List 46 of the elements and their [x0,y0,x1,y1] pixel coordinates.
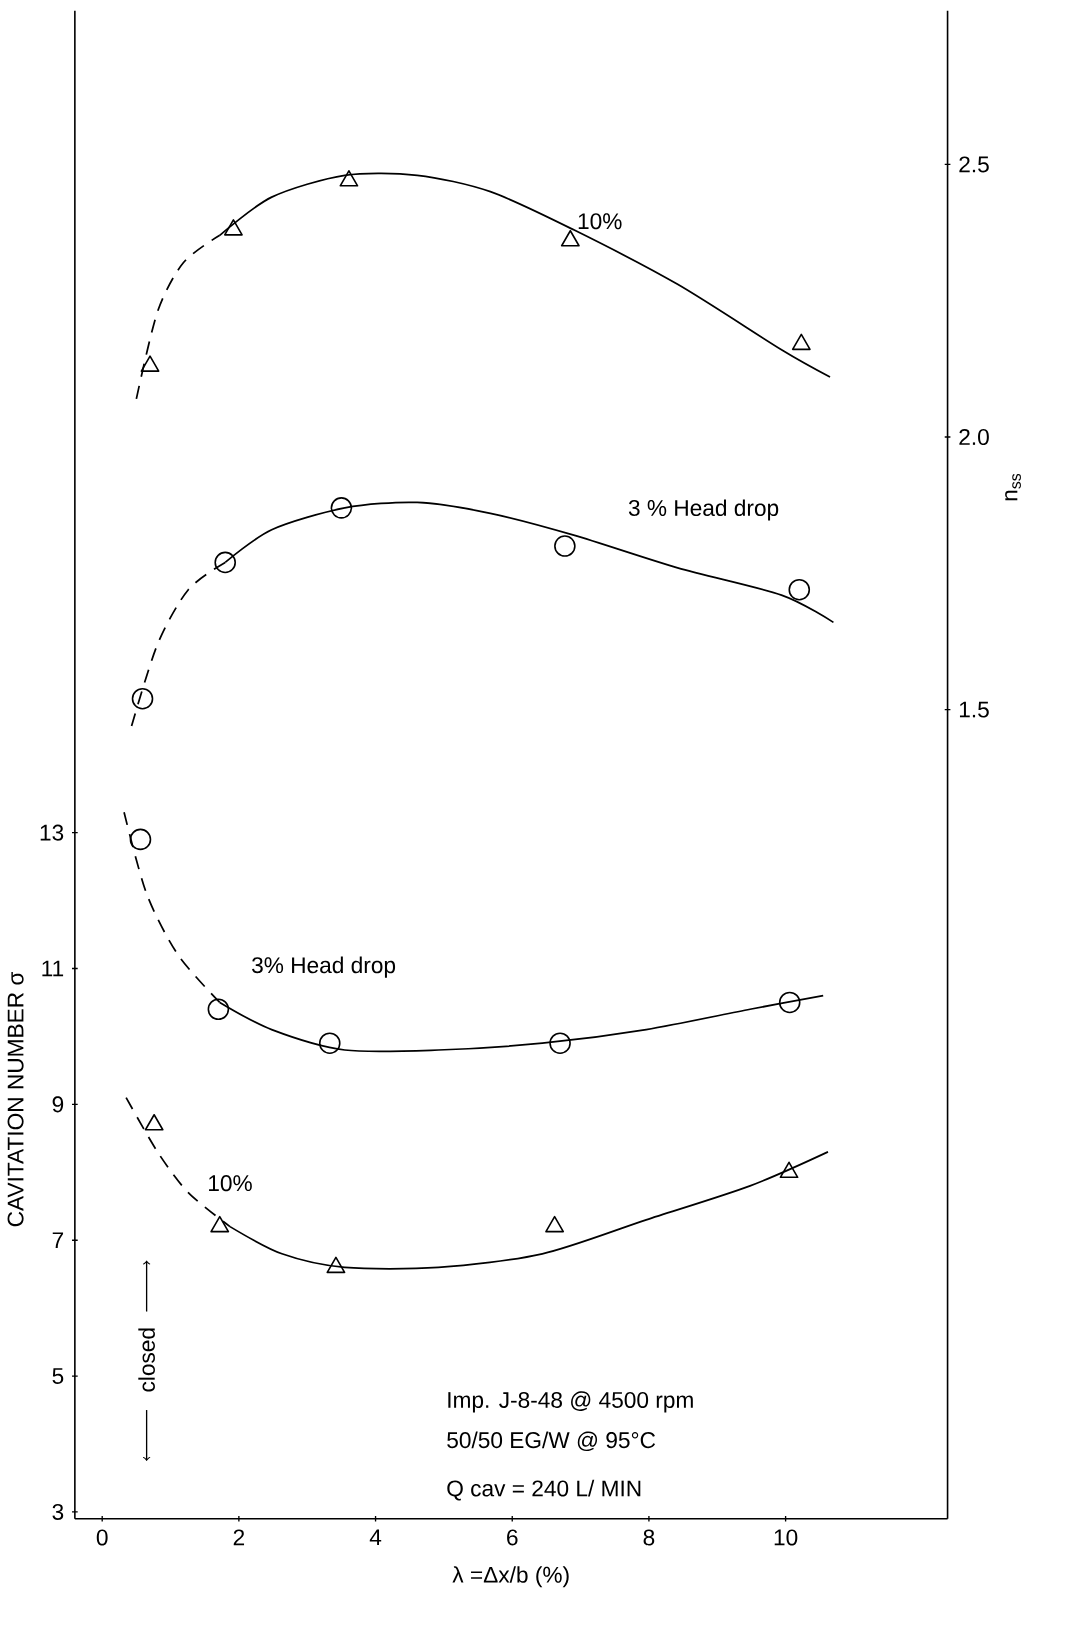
x-tick-label: 4 [369,1529,382,1545]
annotation: Q cav = 240 L/ MIN [447,1479,641,1501]
y-tick-label: 7 [52,1232,64,1249]
point [554,535,576,557]
point [214,551,236,574]
x-tick-label: 2 [233,1529,245,1546]
y-tick-label: 13 [40,824,64,841]
point [560,229,580,247]
y-tick-label: 9 [52,1096,64,1113]
y-tick-label: 3 [52,1503,64,1520]
point [339,169,359,187]
y-axis-title: CAVITATION NUMBER σ [7,971,24,1227]
x-tick-label: 0 [96,1529,108,1546]
point [788,578,811,601]
point [131,687,154,710]
x-tick-label: 6 [507,1529,518,1546]
annotation: 3 % Head drop [628,499,779,521]
y2-tick-label: 2.5 [959,156,989,173]
point [779,1161,799,1179]
point [549,1032,571,1055]
y2-axis-title: n$_{ss}$ [1005,473,1021,501]
point [223,219,243,236]
point [778,991,801,1014]
annotation: 10% [209,1175,252,1192]
point [545,1215,565,1233]
annotation: 10% [578,213,622,230]
x-tick-label: 10 [774,1529,798,1546]
annotation: closed [138,1328,155,1392]
annotation: 50/50 EG/W @ 95°C [447,1431,656,1452]
point [326,1256,346,1274]
point [129,828,152,851]
y-tick-label: 11 [42,960,64,977]
annotation: Imp. J-8-48 @ 4500 rpm [448,1391,693,1413]
y-tick-label: 5 [52,1368,64,1384]
point [144,1113,164,1131]
point [330,497,353,519]
x-axis-title: λ =Δx/b (%) [452,1566,569,1588]
y2-tick-label: 2.0 [959,429,989,446]
annotation: 3% Head drop [252,956,396,978]
y2-tick-label: 1.5 [959,701,989,718]
point [791,333,811,351]
point [210,1215,230,1233]
point [207,998,230,1021]
point [140,355,160,372]
x-tick-label: 8 [643,1529,655,1546]
point [318,1032,341,1055]
